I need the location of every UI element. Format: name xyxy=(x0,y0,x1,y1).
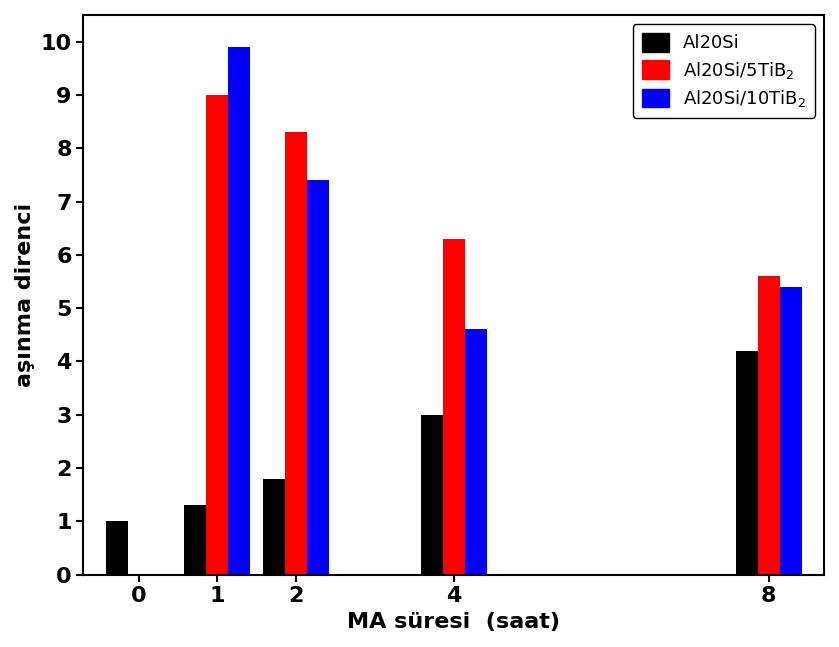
Bar xyxy=(420,415,443,575)
Bar xyxy=(465,329,487,575)
Legend: Al20Si, Al20Si/5TiB$_2$, Al20Si/10TiB$_2$: Al20Si, Al20Si/5TiB$_2$, Al20Si/10TiB$_2… xyxy=(633,24,815,118)
Bar xyxy=(780,287,802,575)
Bar xyxy=(106,521,128,575)
Bar xyxy=(443,239,465,575)
Bar xyxy=(206,95,228,575)
Y-axis label: aşınma direnci: aşınma direnci xyxy=(15,203,35,387)
Bar xyxy=(758,276,780,575)
Bar xyxy=(307,181,329,575)
Bar xyxy=(185,505,206,575)
Bar xyxy=(736,351,758,575)
Bar xyxy=(228,47,251,575)
Bar xyxy=(285,132,307,575)
X-axis label: MA süresi  (saat): MA süresi (saat) xyxy=(347,612,560,632)
Bar xyxy=(263,479,285,575)
